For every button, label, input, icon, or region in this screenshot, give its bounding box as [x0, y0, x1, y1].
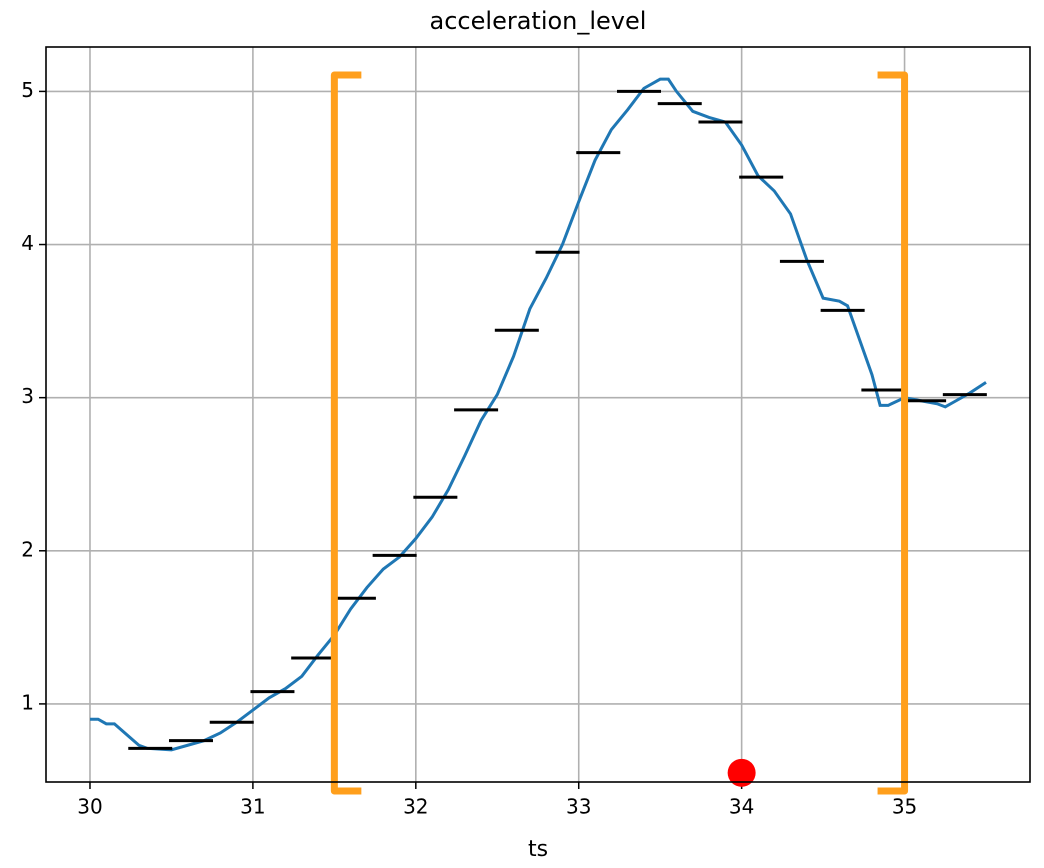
y-tick-label: 1	[21, 690, 34, 714]
x-tick-label: 30	[77, 795, 102, 819]
x-tick-label: 34	[729, 795, 754, 819]
x-tick-label: 35	[892, 795, 917, 819]
x-tick-label: 31	[240, 795, 265, 819]
bracket	[877, 71, 909, 795]
marker-point	[727, 758, 756, 787]
plot-frame	[45, 46, 1031, 783]
y-tick-label: 2	[21, 537, 34, 561]
data-line	[89, 77, 987, 752]
y-tick-label: 3	[21, 384, 34, 408]
y-tick-label: 4	[21, 231, 34, 255]
chart-title: acceleration_level	[430, 7, 647, 35]
bracket	[330, 71, 362, 795]
x-axis-label: ts	[528, 837, 548, 862]
x-tick-label: 33	[566, 795, 591, 819]
x-tick-label: 32	[403, 795, 428, 819]
y-tick-label: 5	[21, 78, 34, 102]
